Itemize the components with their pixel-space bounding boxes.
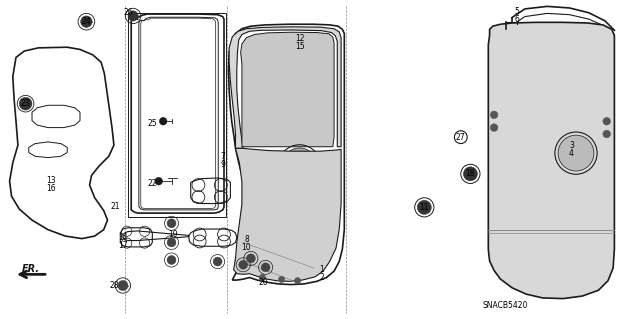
Circle shape bbox=[155, 177, 163, 185]
Text: 26: 26 bbox=[123, 8, 133, 17]
Text: 10: 10 bbox=[241, 243, 252, 252]
Circle shape bbox=[603, 130, 611, 138]
Polygon shape bbox=[229, 27, 341, 148]
Text: 2: 2 bbox=[319, 273, 324, 282]
Text: 15: 15 bbox=[294, 42, 305, 51]
Text: SNACB5420: SNACB5420 bbox=[483, 301, 528, 310]
Text: 17: 17 bbox=[118, 241, 128, 250]
Circle shape bbox=[490, 111, 498, 119]
Text: 16: 16 bbox=[46, 184, 56, 193]
Text: 3: 3 bbox=[569, 141, 574, 150]
Text: 14: 14 bbox=[118, 233, 128, 242]
Circle shape bbox=[558, 135, 594, 171]
Text: 28: 28 bbox=[109, 281, 118, 290]
Polygon shape bbox=[241, 32, 334, 147]
Text: 18: 18 bbox=[466, 169, 475, 178]
Circle shape bbox=[294, 278, 301, 284]
Circle shape bbox=[213, 257, 222, 266]
Text: 25: 25 bbox=[147, 119, 157, 128]
Text: 11: 11 bbox=[420, 203, 429, 212]
Circle shape bbox=[128, 11, 138, 21]
Text: 19: 19 bbox=[168, 230, 178, 239]
Circle shape bbox=[167, 256, 176, 264]
Circle shape bbox=[259, 274, 266, 281]
Circle shape bbox=[417, 200, 431, 214]
Circle shape bbox=[167, 238, 176, 247]
Text: 7: 7 bbox=[220, 152, 225, 161]
Text: 9: 9 bbox=[220, 160, 225, 169]
Polygon shape bbox=[488, 22, 614, 299]
Circle shape bbox=[159, 117, 167, 125]
Circle shape bbox=[282, 148, 317, 184]
Text: 21: 21 bbox=[111, 202, 120, 211]
Text: 13: 13 bbox=[46, 176, 56, 185]
Circle shape bbox=[261, 263, 270, 272]
Text: 27: 27 bbox=[456, 133, 466, 142]
Text: 12: 12 bbox=[295, 34, 304, 43]
Text: 23: 23 bbox=[20, 99, 31, 108]
Text: 20: 20 bbox=[259, 278, 269, 287]
Circle shape bbox=[603, 117, 611, 125]
Text: 24: 24 bbox=[81, 17, 92, 26]
Polygon shape bbox=[234, 148, 341, 281]
Text: FR.: FR. bbox=[22, 263, 40, 274]
Circle shape bbox=[463, 167, 477, 181]
Circle shape bbox=[167, 219, 176, 228]
Text: 4: 4 bbox=[569, 149, 574, 158]
Circle shape bbox=[239, 260, 248, 269]
Circle shape bbox=[246, 254, 255, 263]
Text: 8: 8 bbox=[244, 235, 249, 244]
Circle shape bbox=[118, 280, 128, 291]
Text: 5: 5 bbox=[515, 7, 520, 16]
Text: 6: 6 bbox=[515, 15, 520, 24]
Circle shape bbox=[19, 97, 32, 110]
Circle shape bbox=[278, 276, 285, 283]
Circle shape bbox=[490, 124, 498, 131]
Text: 1: 1 bbox=[319, 265, 324, 274]
Circle shape bbox=[81, 16, 92, 27]
Text: 22: 22 bbox=[148, 179, 157, 188]
